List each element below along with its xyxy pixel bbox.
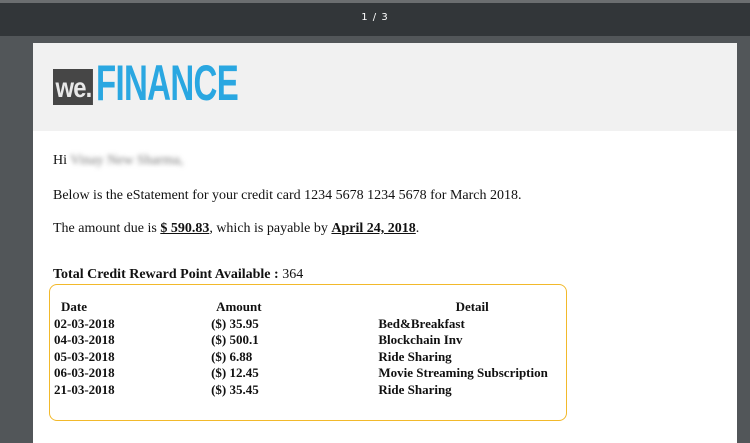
table-row: 05-03-2018 ($) 6.88 Ride Sharing [54, 349, 566, 366]
logo-we: we. [53, 69, 94, 105]
table-row: 21-03-2018 ($) 35.45 Ride Sharing [54, 382, 566, 399]
cell-amount: ($) 6.88 [211, 348, 253, 364]
statement-line: Below is the eStatement for your credit … [53, 188, 522, 203]
reward-label: Total Credit Reward Point Available : [53, 267, 283, 282]
cell-amount: ($) 500.1 [211, 332, 259, 348]
amount-prefix: The amount due is [53, 221, 161, 236]
greeting-hi: Hi [53, 153, 67, 168]
table-header-row: Date Amount Detail [54, 299, 566, 316]
cell-detail: Movie Streaming Subscription [378, 365, 548, 381]
due-date: April 24, 2018 [331, 221, 416, 236]
table-row: 04-03-2018 ($) 500.1 Blockchain Inv [54, 332, 566, 349]
cell-detail: Ride Sharing [378, 348, 452, 364]
transactions-box: Date Amount Detail 02-03-2018 ($) 35.95 Be… [49, 284, 567, 421]
cell-date: 04-03-2018 [54, 332, 115, 348]
reward-points-line: Total Credit Reward Point Available : 36… [53, 267, 303, 283]
table-row: 02-03-2018 ($) 35.95 Bed&Breakfast [54, 316, 566, 333]
amount-middle: , which is payable by [209, 221, 332, 236]
header-detail: Detail [455, 299, 489, 315]
logo-finance: FINANCE [96, 55, 239, 111]
pdf-viewer-toolbar: 1 / 3 [0, 0, 750, 36]
table-row: 06-03-2018 ($) 12.45 Movie Streaming Subsc… [54, 365, 566, 382]
cell-detail: Bed&Breakfast [378, 315, 465, 331]
recipient-name: Vinay New Sharma, [70, 153, 184, 168]
cell-date: 05-03-2018 [54, 348, 115, 364]
page-indicator: 1 / 3 [361, 12, 389, 23]
reward-points: 364 [282, 267, 304, 282]
cell-date: 06-03-2018 [54, 365, 115, 381]
amount-suffix: . [415, 221, 420, 236]
cell-amount: ($) 12.45 [211, 365, 259, 381]
email-header: we. FINANCE [33, 43, 737, 131]
cell-date: 02-03-2018 [54, 315, 115, 331]
header-amount: Amount [216, 299, 262, 315]
cell-amount: ($) 35.95 [211, 315, 259, 331]
amount-due-line: The amount due is $ 590.83, which is pay… [53, 221, 419, 237]
cell-amount: ($) 35.45 [211, 381, 259, 397]
cell-detail: Blockchain Inv [378, 332, 463, 348]
transactions-table: Date Amount Detail 02-03-2018 ($) 35.95 Be… [54, 299, 566, 398]
greeting: Hi Vinay New Sharma, [53, 153, 183, 169]
we-finance-logo: we. FINANCE [53, 55, 311, 111]
header-date: Date [61, 299, 87, 315]
cell-detail: Ride Sharing [378, 381, 452, 397]
cell-date: 21-03-2018 [54, 381, 115, 397]
document-page: we. FINANCE Hi Vinay New Sharma, Below i… [33, 43, 737, 443]
amount-due: $ 590.83 [160, 221, 210, 236]
